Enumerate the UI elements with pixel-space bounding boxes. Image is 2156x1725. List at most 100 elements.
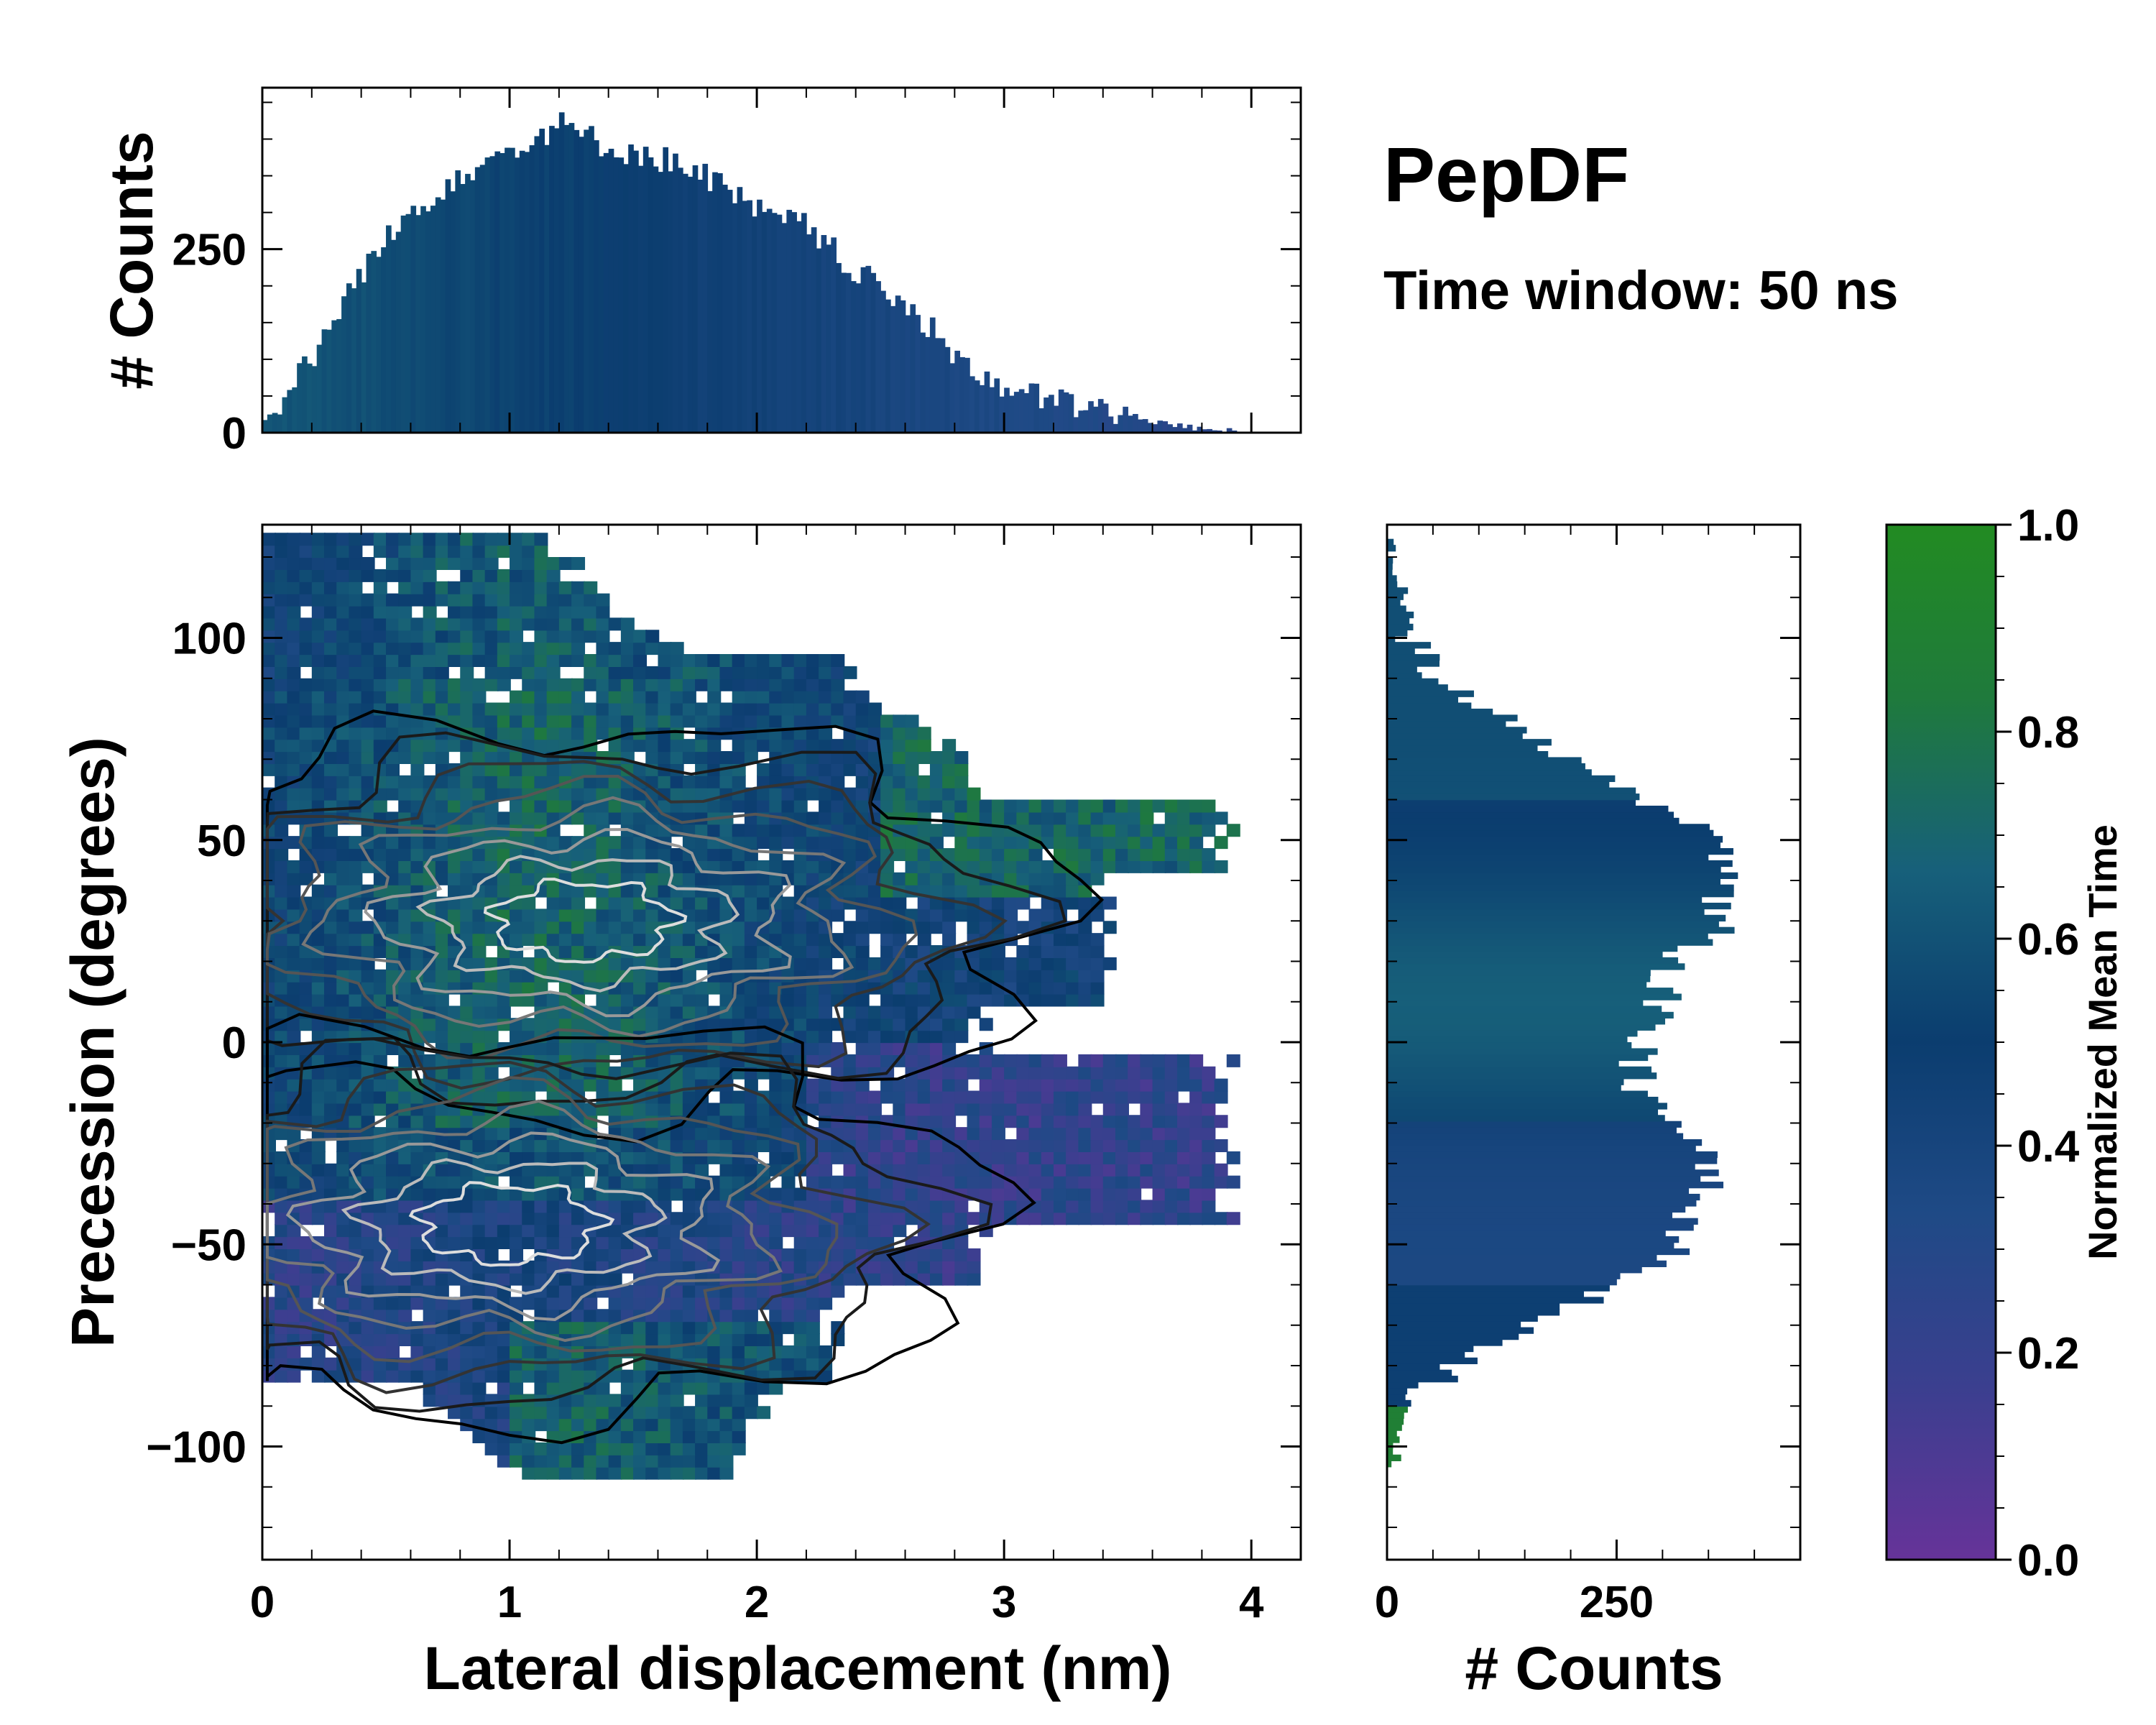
heatmap-cell bbox=[942, 1078, 957, 1092]
heatmap-cell bbox=[546, 617, 561, 631]
heatmap-cell bbox=[967, 1103, 981, 1116]
heatmap-cell bbox=[670, 1345, 684, 1358]
heatmap-cell bbox=[942, 981, 957, 995]
heatmap-cell bbox=[460, 1212, 474, 1225]
heatmap-cell bbox=[880, 872, 895, 886]
heatmap-cell bbox=[497, 702, 511, 716]
heatmap-cell bbox=[1078, 945, 1092, 958]
heatmap-cell bbox=[1041, 993, 1055, 1007]
heatmap-cell bbox=[546, 739, 561, 753]
heatmap-cell bbox=[1152, 824, 1166, 837]
heatmap-cell bbox=[769, 969, 783, 983]
heatmap-cell bbox=[472, 1224, 487, 1238]
heatmap-cell bbox=[781, 787, 796, 801]
heatmap-cell bbox=[819, 1163, 833, 1177]
heatmap-cell bbox=[620, 1406, 635, 1420]
heatmap-cell bbox=[324, 751, 338, 764]
heatmap-cell bbox=[905, 751, 919, 764]
heatmap-cell bbox=[917, 1200, 931, 1213]
heatmap-cell bbox=[497, 787, 511, 801]
heatmap-cell bbox=[1004, 896, 1018, 910]
heatmap-cell bbox=[843, 824, 857, 837]
heatmap-cell bbox=[386, 605, 400, 619]
heatmap-cell bbox=[287, 751, 301, 764]
heatmap-cell bbox=[1078, 1187, 1092, 1201]
colorbar-fill bbox=[1885, 523, 1997, 1561]
heatmap-cell bbox=[855, 872, 870, 886]
heatmap-cell bbox=[287, 1054, 301, 1067]
heatmap-cell bbox=[460, 921, 474, 934]
top-histogram-bar bbox=[1053, 405, 1059, 433]
heatmap-cell bbox=[793, 763, 808, 776]
heatmap-cell bbox=[1102, 811, 1117, 825]
heatmap-cell bbox=[806, 1309, 820, 1322]
heatmap-cell bbox=[299, 993, 313, 1007]
heatmap-cell bbox=[880, 1006, 895, 1019]
heatmap-cell bbox=[658, 1442, 672, 1455]
heatmap-cell bbox=[460, 1200, 474, 1213]
heatmap-cell bbox=[732, 714, 746, 728]
heatmap-cell bbox=[781, 1297, 796, 1310]
heatmap-cell bbox=[1041, 1163, 1055, 1177]
heatmap-cell bbox=[954, 1200, 969, 1213]
heatmap-cell bbox=[324, 1103, 338, 1116]
heatmap-cell bbox=[361, 727, 375, 740]
right-histogram-bar bbox=[1387, 1399, 1411, 1407]
heatmap-cell bbox=[905, 1139, 919, 1152]
heatmap-cell bbox=[558, 1454, 573, 1468]
heatmap-cell bbox=[954, 836, 969, 850]
top-histogram-bar bbox=[440, 199, 446, 433]
heatmap-cell bbox=[695, 739, 709, 753]
heatmap-cell bbox=[917, 896, 931, 910]
heatmap-cell bbox=[1016, 1175, 1031, 1189]
heatmap-cell bbox=[781, 1369, 796, 1383]
top-histogram-bar bbox=[450, 191, 456, 433]
heatmap-cell bbox=[658, 824, 672, 837]
heatmap-cell bbox=[1176, 860, 1191, 873]
heatmap-cell bbox=[1128, 824, 1142, 837]
heatmap-cell bbox=[596, 933, 610, 947]
heatmap-cell bbox=[819, 836, 833, 850]
heatmap-cell bbox=[596, 957, 610, 970]
heatmap-cell bbox=[929, 1248, 944, 1261]
right-histogram-bar bbox=[1387, 605, 1406, 612]
heatmap-cell bbox=[1053, 945, 1067, 958]
heatmap-cell bbox=[645, 739, 660, 753]
heatmap-cell bbox=[867, 1212, 882, 1225]
heatmap-cell bbox=[819, 751, 833, 764]
heatmap-cell bbox=[584, 666, 598, 679]
heatmap-cell bbox=[1078, 1175, 1092, 1189]
heatmap-cell bbox=[584, 1187, 598, 1201]
heatmap-cell bbox=[608, 836, 622, 850]
heatmap-cell bbox=[819, 714, 833, 728]
heatmap-cell bbox=[299, 763, 313, 776]
heatmap-cell bbox=[979, 1151, 993, 1164]
heatmap-cell bbox=[386, 1236, 400, 1249]
heatmap-cell bbox=[546, 1066, 561, 1080]
heatmap-cell bbox=[398, 690, 413, 704]
heatmap-cell bbox=[645, 1212, 660, 1225]
heatmap-cell bbox=[373, 581, 387, 594]
heatmap-cell bbox=[633, 1406, 648, 1420]
top-histogram-bar bbox=[865, 265, 872, 433]
heatmap-cell bbox=[608, 872, 622, 886]
colorbar-tick-label: 0.8 bbox=[2017, 708, 2079, 758]
top-histogram-bar bbox=[470, 180, 476, 433]
heatmap-cell bbox=[423, 1369, 437, 1383]
right-histogram-bar bbox=[1387, 1394, 1406, 1401]
heatmap-cell bbox=[484, 993, 499, 1007]
heatmap-cell bbox=[695, 908, 709, 922]
heatmap-cell bbox=[571, 799, 586, 813]
heatmap-cell bbox=[732, 872, 746, 886]
heatmap-cell bbox=[1066, 884, 1080, 898]
heatmap-cell bbox=[262, 1333, 276, 1346]
heatmap-cell bbox=[484, 1212, 499, 1225]
heatmap-cell bbox=[349, 1115, 363, 1128]
right-histogram-bar bbox=[1387, 1266, 1642, 1274]
top-histogram-bar bbox=[1107, 416, 1114, 433]
heatmap-cell bbox=[1164, 1127, 1179, 1141]
heatmap-cell bbox=[373, 739, 387, 753]
heatmap-cell bbox=[1041, 969, 1055, 983]
top-histogram-bar bbox=[999, 396, 1005, 433]
heatmap-cell bbox=[460, 957, 474, 970]
